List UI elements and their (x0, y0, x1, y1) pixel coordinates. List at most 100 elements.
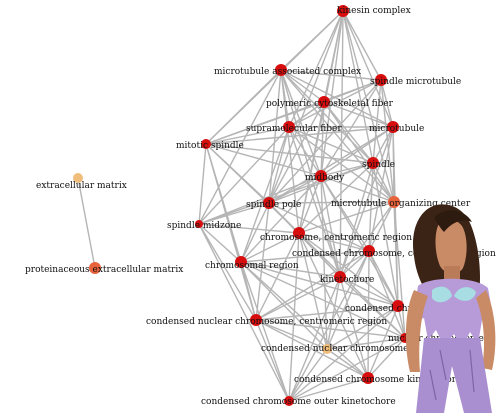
node-mt[interactable] (387, 121, 399, 133)
edge-pcf-spole (268, 101, 325, 204)
node-label-condchrom: condensed chromosome (345, 304, 455, 314)
node-label-condcen: condensed chromosome, centromeric region (292, 249, 496, 259)
node-cnc[interactable] (322, 344, 332, 354)
node-spmt[interactable] (375, 74, 387, 86)
edge-spole-midzone (198, 202, 270, 225)
node-ccok[interactable] (284, 396, 294, 406)
edge-mt-mitspin (205, 126, 394, 145)
edge-smf-midzone (198, 126, 290, 225)
edge-mac-mitspin (205, 69, 282, 145)
edge-mac-spindle (280, 69, 374, 164)
node-midbody[interactable] (315, 170, 327, 182)
edge-chromcen-chromreg (240, 232, 300, 263)
edge-mac-midbody (280, 69, 322, 177)
node-label-proteo: proteinaceous extracellular matrix (25, 265, 183, 275)
node-label-pcf: polymeric cytoskeletal fiber (266, 99, 394, 109)
edge-spindle-mtoc (372, 162, 395, 203)
node-label-kinet: kinetochore (320, 275, 374, 285)
edge-chromreg-cck (240, 261, 369, 379)
edge-chromreg-ccok (240, 261, 290, 402)
node-chromcen[interactable] (293, 227, 305, 239)
node-mac[interactable] (275, 64, 287, 76)
edge-extra-proteo (77, 177, 96, 269)
edge-condcen-ccok (288, 250, 370, 402)
node-label-midbody: midbody (305, 173, 345, 183)
edge-condcen-cnc (326, 250, 370, 350)
edge-condcen-condchrom (368, 250, 399, 307)
edge-mtoc-condchrom (393, 201, 399, 307)
node-spindle[interactable] (367, 157, 379, 169)
edge-mitspin-spindle (205, 143, 374, 164)
edge-mac-mt (280, 69, 394, 128)
edge-midbody-chromcen (298, 175, 322, 234)
edge-mt-spindle (372, 126, 394, 164)
edge-midzone-chromcen (198, 223, 300, 234)
node-kinesin[interactable] (337, 5, 349, 17)
node-spole[interactable] (263, 197, 275, 209)
node-label-mtoc: microtubule organizing center (331, 199, 471, 209)
node-proteo[interactable] (89, 262, 101, 274)
edge-mtoc-nuclear (393, 201, 406, 339)
node-condchrom[interactable] (392, 300, 404, 312)
edge-chromcen-ccok (288, 232, 300, 402)
edge-spindle-condchrom (372, 162, 399, 307)
edge-condcen-nuclear (368, 250, 406, 339)
edge-spmt-mt (380, 79, 394, 128)
edge-mt-spole (268, 126, 394, 204)
node-kinet[interactable] (334, 271, 346, 283)
edge-kinesin-mt (342, 10, 394, 128)
edge-kinet-nuclear (339, 276, 406, 339)
node-label-spindle: spindle (362, 160, 395, 170)
node-label-cnc: condensed nuclear chromosome (261, 344, 408, 354)
edge-cnccr-cnc (255, 319, 328, 350)
node-label-spole: spindle pole (246, 200, 301, 210)
edge-midbody-chromreg (240, 175, 322, 263)
edge-kinesin-spmt (342, 10, 382, 81)
edge-condchrom-ccok (288, 305, 399, 402)
edge-condcen-cnccr (255, 250, 370, 321)
edge-chromreg-cnccr (240, 261, 257, 321)
edge-smf-midbody (288, 126, 322, 177)
node-label-cnccr: condensed nuclear chromosome, centromeri… (146, 317, 387, 327)
node-mitspin[interactable] (201, 139, 211, 149)
edge-cnccr-nuclear (255, 319, 406, 339)
node-chromreg[interactable] (235, 256, 247, 268)
edge-midbody-mtoc (320, 175, 395, 203)
node-cnccr[interactable] (250, 314, 262, 326)
node-label-ccok: condensed chromosome outer kinetochore (201, 397, 396, 407)
edge-nuclear-ccok (288, 337, 406, 402)
edge-midbody-midzone (198, 175, 322, 225)
edge-pcf-mitspin (205, 101, 325, 145)
edge-mac-spole (268, 69, 282, 204)
edge-midbody-cnc (320, 175, 328, 350)
node-extra[interactable] (73, 173, 83, 183)
edge-smf-chromreg (240, 126, 290, 263)
edge-kinesin-smf (288, 10, 344, 128)
node-condcen[interactable] (363, 245, 375, 257)
edge-cnccr-ccok (255, 319, 290, 402)
edge-pcf-spindle (323, 101, 374, 164)
node-cck[interactable] (362, 372, 374, 384)
edge-spindle-midbody (320, 162, 374, 177)
node-pcf[interactable] (318, 96, 330, 108)
edge-smf-mitspin (205, 126, 290, 145)
edge-spmt-midbody (320, 79, 382, 177)
edge-chromreg-condchrom (240, 261, 399, 307)
edge-kinesin-mtoc (342, 10, 395, 203)
node-label-mitspin: mitotic spindle (176, 141, 244, 151)
edge-mitspin-midbody (205, 143, 322, 177)
edge-layer (77, 10, 406, 402)
edge-spole-chromreg (240, 202, 270, 263)
edge-pcf-mt (323, 101, 394, 128)
edge-spindle-kinet (339, 162, 374, 278)
node-smf[interactable] (283, 121, 295, 133)
edge-mac-chromcen (280, 69, 300, 234)
node-midzone[interactable] (195, 220, 203, 228)
edge-condchrom-cnccr (255, 305, 399, 321)
edge-mac-spmt (280, 69, 382, 81)
edge-mitspin-midzone (198, 143, 207, 225)
node-mtoc[interactable] (388, 196, 400, 208)
edge-kinesin-spindle (342, 10, 374, 164)
edge-mtoc-kinet (339, 201, 395, 278)
